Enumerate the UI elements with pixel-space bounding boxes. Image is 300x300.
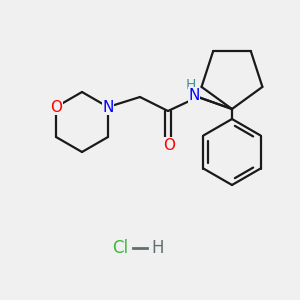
Text: O: O [163, 137, 175, 152]
Text: N: N [188, 88, 200, 103]
Text: H: H [152, 239, 164, 257]
Text: H: H [186, 78, 196, 92]
Text: Cl: Cl [112, 239, 128, 257]
Text: N: N [102, 100, 114, 115]
Text: O: O [50, 100, 62, 115]
